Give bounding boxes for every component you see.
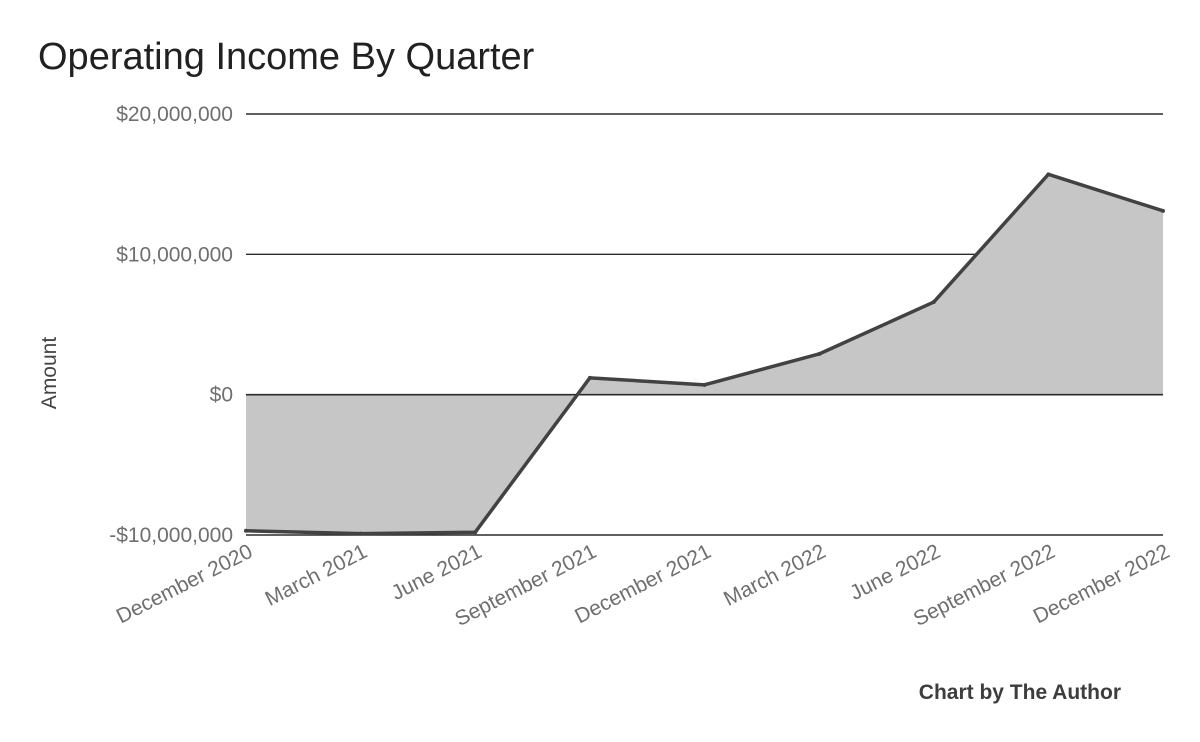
data-point xyxy=(244,528,248,533)
x-tick-labels: December 2020 March 2021 June 2021Septembe… xyxy=(113,540,1174,631)
x-tick-label: June 2021 xyxy=(388,540,486,605)
y-tick-label: -$10,000,000 xyxy=(109,524,233,547)
x-tick-label: March 2022 xyxy=(720,540,829,611)
y-tick-label: $20,000,000 xyxy=(116,103,233,126)
y-tick-label: $0 xyxy=(210,384,233,407)
data-point xyxy=(358,531,363,536)
x-tick-label: December 2020 xyxy=(113,540,257,628)
y-tick-labels: -$10,000,000 $0 $10,000,000 $20,000,000 xyxy=(109,103,233,547)
chart-title: Operating Income By Quarter xyxy=(38,36,535,78)
x-tick-label: March 2021 xyxy=(262,540,371,611)
y-tick-label: $10,000,000 xyxy=(116,243,233,266)
chart-credit: Chart by The Author xyxy=(919,681,1121,704)
area-layer xyxy=(244,172,1165,536)
x-tick-label: June 2022 xyxy=(846,540,944,605)
data-point xyxy=(817,351,822,356)
data-point xyxy=(587,375,592,380)
data-point xyxy=(1161,208,1165,213)
data-point xyxy=(473,530,478,535)
area-fill xyxy=(246,174,1163,534)
data-point xyxy=(1046,172,1051,177)
y-axis-title: Amount xyxy=(38,337,61,410)
data-point xyxy=(931,300,936,305)
data-point xyxy=(702,382,707,387)
